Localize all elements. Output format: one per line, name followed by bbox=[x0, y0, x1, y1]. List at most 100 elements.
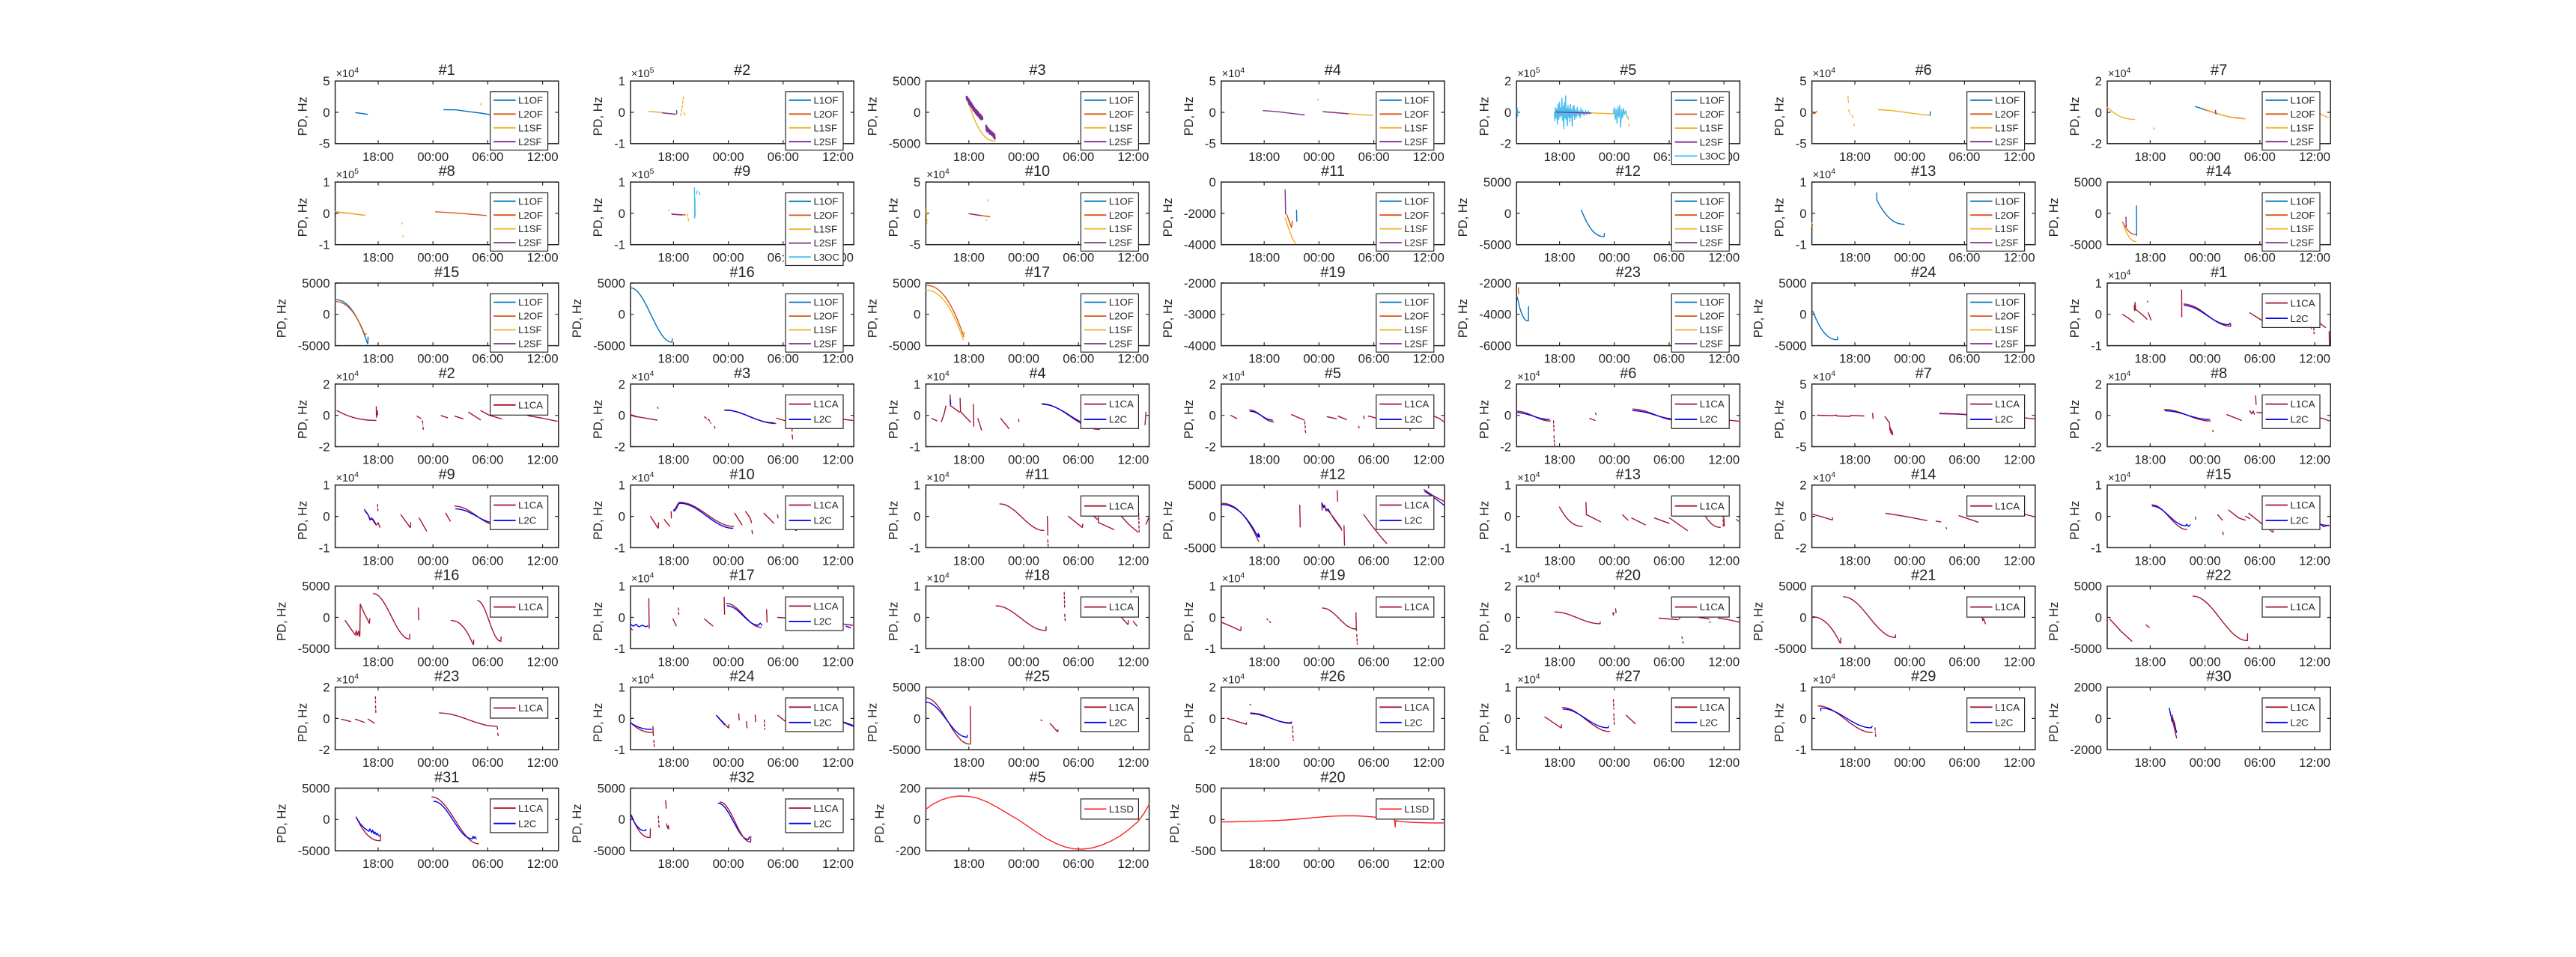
svg-text:00:00: 00:00 bbox=[1894, 251, 1925, 265]
svg-text:18:00: 18:00 bbox=[362, 756, 394, 770]
svg-text:18:00: 18:00 bbox=[657, 453, 689, 467]
svg-text:-5000: -5000 bbox=[1775, 642, 1807, 656]
svg-text:×104: ×104 bbox=[631, 572, 654, 586]
svg-text:0: 0 bbox=[914, 510, 920, 524]
svg-text:L2SF: L2SF bbox=[1404, 136, 1428, 148]
svg-text:PD, Hz: PD, Hz bbox=[887, 198, 901, 237]
svg-text:1: 1 bbox=[1799, 175, 1806, 189]
svg-text:×104: ×104 bbox=[1517, 572, 1540, 586]
svg-text:L2OF: L2OF bbox=[1700, 311, 1725, 322]
svg-text:L2C: L2C bbox=[814, 515, 833, 526]
svg-text:L1SD: L1SD bbox=[1404, 803, 1429, 815]
svg-text:#20: #20 bbox=[1616, 568, 1641, 584]
svg-text:L1CA: L1CA bbox=[518, 601, 543, 613]
svg-text:06:00: 06:00 bbox=[768, 150, 799, 164]
svg-text:18:00: 18:00 bbox=[362, 857, 394, 871]
svg-text:×104: ×104 bbox=[2108, 471, 2131, 484]
svg-text:#31: #31 bbox=[434, 770, 459, 786]
svg-text:06:00: 06:00 bbox=[1653, 553, 1685, 568]
svg-text:#2: #2 bbox=[734, 62, 750, 79]
svg-text:06:00: 06:00 bbox=[768, 756, 799, 770]
svg-text:18:00: 18:00 bbox=[2134, 453, 2166, 467]
svg-text:0: 0 bbox=[619, 812, 625, 827]
svg-text:-2: -2 bbox=[1500, 137, 1511, 151]
svg-text:L2SF: L2SF bbox=[1995, 338, 2019, 350]
svg-text:1: 1 bbox=[323, 175, 329, 189]
svg-text:PD, Hz: PD, Hz bbox=[1752, 299, 1766, 338]
svg-text:L1OF: L1OF bbox=[1995, 94, 2020, 106]
svg-text:5000: 5000 bbox=[2074, 580, 2102, 594]
svg-text:12:00: 12:00 bbox=[527, 857, 559, 871]
svg-text:18:00: 18:00 bbox=[1544, 654, 1576, 669]
svg-text:L2OF: L2OF bbox=[518, 311, 543, 322]
svg-text:06:00: 06:00 bbox=[1948, 654, 1980, 669]
svg-text:06:00: 06:00 bbox=[1653, 756, 1685, 770]
svg-text:-2: -2 bbox=[1500, 642, 1511, 656]
svg-text:12:00: 12:00 bbox=[822, 150, 854, 164]
svg-text:-4000: -4000 bbox=[1479, 308, 1511, 322]
svg-text:-1: -1 bbox=[1205, 642, 1216, 656]
svg-text:#3: #3 bbox=[1029, 62, 1045, 79]
svg-text:00:00: 00:00 bbox=[1599, 553, 1630, 568]
svg-text:18:00: 18:00 bbox=[1839, 453, 1871, 467]
svg-text:1: 1 bbox=[1504, 478, 1511, 493]
svg-text:5000: 5000 bbox=[1188, 478, 1215, 493]
svg-text:18:00: 18:00 bbox=[1248, 150, 1280, 164]
svg-text:00:00: 00:00 bbox=[2190, 654, 2221, 669]
svg-text:L1SF: L1SF bbox=[1995, 324, 2019, 335]
svg-text:1: 1 bbox=[2095, 478, 2102, 493]
svg-text:L1SF: L1SF bbox=[1109, 324, 1133, 335]
svg-text:18:00: 18:00 bbox=[2134, 654, 2166, 669]
svg-text:L2SF: L2SF bbox=[1700, 136, 1724, 148]
svg-text:×104: ×104 bbox=[926, 572, 950, 586]
svg-text:L1CA: L1CA bbox=[1700, 601, 1725, 613]
svg-text:×104: ×104 bbox=[1813, 471, 1836, 484]
svg-text:-5000: -5000 bbox=[1775, 339, 1807, 353]
svg-text:06:00: 06:00 bbox=[1358, 756, 1390, 770]
svg-text:18:00: 18:00 bbox=[953, 453, 985, 467]
svg-text:06:00: 06:00 bbox=[472, 150, 503, 164]
svg-text:PD, Hz: PD, Hz bbox=[2047, 602, 2061, 641]
svg-text:2: 2 bbox=[1209, 377, 1215, 392]
svg-text:12:00: 12:00 bbox=[822, 453, 854, 467]
svg-text:0: 0 bbox=[2095, 610, 2102, 625]
svg-text:×104: ×104 bbox=[2108, 370, 2131, 383]
svg-text:#19: #19 bbox=[1320, 264, 1345, 281]
svg-text:00:00: 00:00 bbox=[1894, 756, 1925, 770]
svg-text:#13: #13 bbox=[1911, 163, 1936, 180]
svg-text:12:00: 12:00 bbox=[1708, 352, 1740, 366]
svg-text:#15: #15 bbox=[2206, 467, 2231, 483]
svg-text:L1SF: L1SF bbox=[1700, 324, 1724, 335]
svg-text:L1SF: L1SF bbox=[2291, 122, 2315, 133]
svg-text:L2C: L2C bbox=[1995, 414, 2014, 425]
svg-text:18:00: 18:00 bbox=[1839, 756, 1871, 770]
svg-text:1: 1 bbox=[1504, 681, 1511, 695]
svg-text:L2SF: L2SF bbox=[1109, 136, 1133, 148]
svg-text:L2SF: L2SF bbox=[1404, 338, 1428, 350]
svg-text:L2C: L2C bbox=[1404, 515, 1423, 526]
svg-text:12:00: 12:00 bbox=[1117, 857, 1149, 871]
svg-text:#22: #22 bbox=[2206, 568, 2231, 584]
svg-text:×104: ×104 bbox=[2108, 67, 2131, 80]
svg-text:00:00: 00:00 bbox=[713, 553, 744, 568]
svg-text:18:00: 18:00 bbox=[1248, 453, 1280, 467]
svg-text:L1SF: L1SF bbox=[1109, 122, 1133, 133]
svg-text:#30: #30 bbox=[2206, 669, 2231, 685]
svg-text:#17: #17 bbox=[729, 568, 754, 584]
svg-text:L1OF: L1OF bbox=[518, 195, 543, 207]
svg-text:06:00: 06:00 bbox=[2244, 756, 2276, 770]
svg-text:L2C: L2C bbox=[1700, 414, 1719, 425]
svg-text:0: 0 bbox=[914, 711, 920, 726]
svg-text:-5000: -5000 bbox=[593, 844, 625, 858]
svg-text:1: 1 bbox=[914, 377, 920, 392]
svg-text:×104: ×104 bbox=[631, 471, 654, 484]
svg-text:L2SF: L2SF bbox=[814, 136, 838, 148]
svg-text:0: 0 bbox=[914, 207, 920, 221]
svg-text:00:00: 00:00 bbox=[1008, 756, 1039, 770]
svg-text:00:00: 00:00 bbox=[1303, 453, 1334, 467]
svg-text:PD, Hz: PD, Hz bbox=[1182, 703, 1196, 742]
svg-text:L2OF: L2OF bbox=[814, 109, 839, 120]
svg-text:L1OF: L1OF bbox=[1109, 94, 1134, 106]
svg-text:-2: -2 bbox=[1205, 440, 1216, 454]
svg-text:18:00: 18:00 bbox=[953, 857, 985, 871]
